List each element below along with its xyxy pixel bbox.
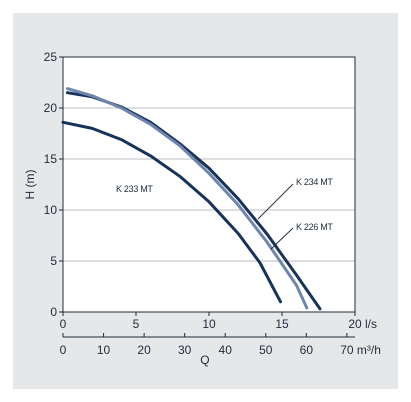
curve-label-leader [257, 183, 294, 220]
x-tick-label: 10 [202, 317, 216, 331]
y-tick-label: 20 [44, 101, 58, 115]
x2-tick-label: 20 [137, 343, 151, 357]
curves [61, 87, 322, 311]
x2-tick-label: 70 [340, 343, 354, 357]
series-line-2 [65, 87, 309, 310]
x2-tick-label: 50 [259, 343, 273, 357]
plot-area [63, 57, 355, 312]
x-tick-label: 0 [60, 317, 67, 331]
y-tick-label: 0 [50, 305, 57, 319]
x-tick-label: 15 [275, 317, 289, 331]
x2-unit-label: m³/h [357, 343, 381, 357]
curve-label: K 234 MT [296, 177, 333, 187]
x-unit-label: l/s [365, 317, 377, 331]
curve-label: K 226 MT [296, 222, 333, 232]
y-tick-label: 5 [50, 254, 57, 268]
curve-label: K 233 MT [116, 184, 153, 194]
curve-label-leader [270, 227, 294, 250]
x2-tick-label: 0 [60, 343, 67, 357]
y-tick-label: 15 [44, 152, 58, 166]
y-tick-label: 10 [44, 203, 58, 217]
y-tick-label: 25 [44, 50, 58, 64]
grid [63, 57, 355, 312]
series-line-0 [61, 120, 282, 304]
axes [59, 56, 356, 338]
x2-tick-label: 10 [97, 343, 111, 357]
x2-tick-label: 40 [219, 343, 233, 357]
x-tick-label: 20 [348, 317, 362, 331]
x2-tick-label: 30 [178, 343, 192, 357]
y-axis-title: H (m) [23, 170, 37, 200]
x-axis-title: Q [200, 353, 209, 367]
x2-tick-label: 60 [300, 343, 314, 357]
x-tick-label: 5 [133, 317, 140, 331]
